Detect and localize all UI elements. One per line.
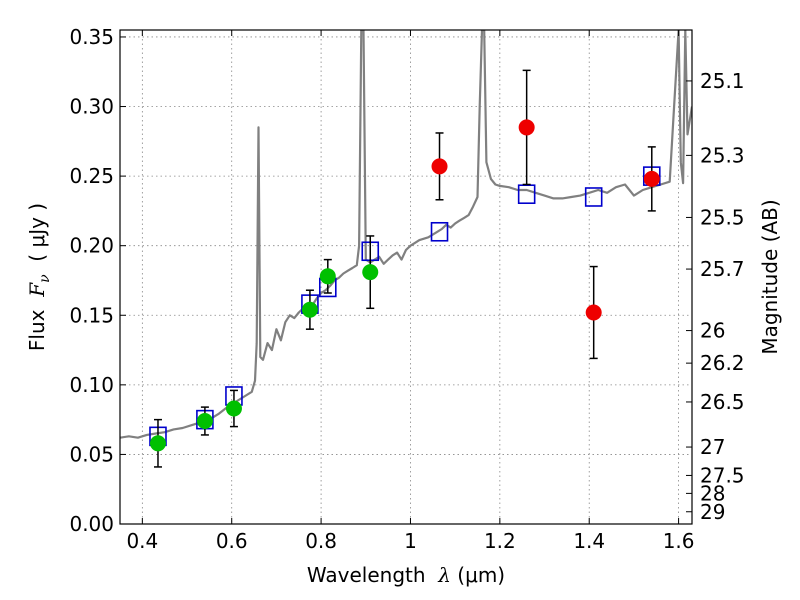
x-tick-label: 0.6: [216, 529, 248, 553]
y2-tick-label: 29: [700, 500, 725, 524]
plot-frame: [119, 29, 693, 525]
red-data-point: [643, 170, 660, 187]
y-tick-label: 0.10: [69, 373, 114, 397]
model-photometry-box: [430, 221, 449, 242]
x-tick-label: 1.2: [484, 529, 516, 553]
y2-axis-title: Magnitude (AB): [758, 199, 782, 354]
y-tick-label: 0.20: [69, 234, 114, 258]
x-tick-label: 0.8: [305, 529, 337, 553]
y2-tick-label: 25.5: [700, 205, 745, 229]
x-tick-label: 1.6: [663, 529, 695, 553]
green-data-point: [362, 264, 379, 281]
y2-tick-label: 25.3: [700, 143, 745, 167]
x-tick-label: 0.4: [126, 529, 158, 553]
series-layer: [120, 30, 692, 468]
y2-tick-label: 27.5: [700, 463, 745, 487]
y2-tick-label: 25.1: [700, 69, 745, 93]
axis-ticks: 0.4 0.6 0.8 1 1.2 1.4 1.6 0.00 0.05 0.10 0.15 0.20 0…: [69, 25, 744, 553]
y-tick-label: 0.00: [69, 512, 114, 536]
model-photometry-box: [584, 187, 603, 207]
y-tick-label: 0.15: [69, 303, 114, 327]
green-data-point: [225, 400, 242, 417]
y-tick-label: 0.05: [69, 442, 114, 466]
x-axis-title: Wavelength λ (μm): [307, 563, 505, 587]
red-data-point: [431, 158, 448, 175]
x-tick-label: 1.4: [573, 529, 605, 553]
y2-tick-label: 27: [700, 435, 725, 459]
y2-tick-label: 26: [700, 319, 725, 343]
green-data-point: [301, 301, 318, 318]
y-tick-label: 0.30: [69, 95, 114, 119]
template-spectrum-line: [120, 30, 692, 439]
y-tick-label: 0.35: [69, 25, 114, 49]
y-tick-label: 0.25: [69, 164, 114, 188]
green-data-point: [196, 413, 213, 430]
plot-background: [120, 30, 692, 524]
red-data-point: [518, 119, 535, 136]
y2-tick-label: 28: [700, 481, 725, 505]
x-tick-label: 1: [404, 529, 417, 553]
green-data-point: [149, 435, 166, 452]
y2-tick-label: 26.2: [700, 351, 745, 375]
y2-tick-label: 25.7: [700, 257, 745, 281]
red-data-point: [585, 304, 602, 321]
green-data-point: [319, 268, 336, 285]
y-axis-title: Flux Fν ( μJy ): [25, 203, 53, 351]
y2-tick-label: 26.5: [700, 390, 745, 414]
